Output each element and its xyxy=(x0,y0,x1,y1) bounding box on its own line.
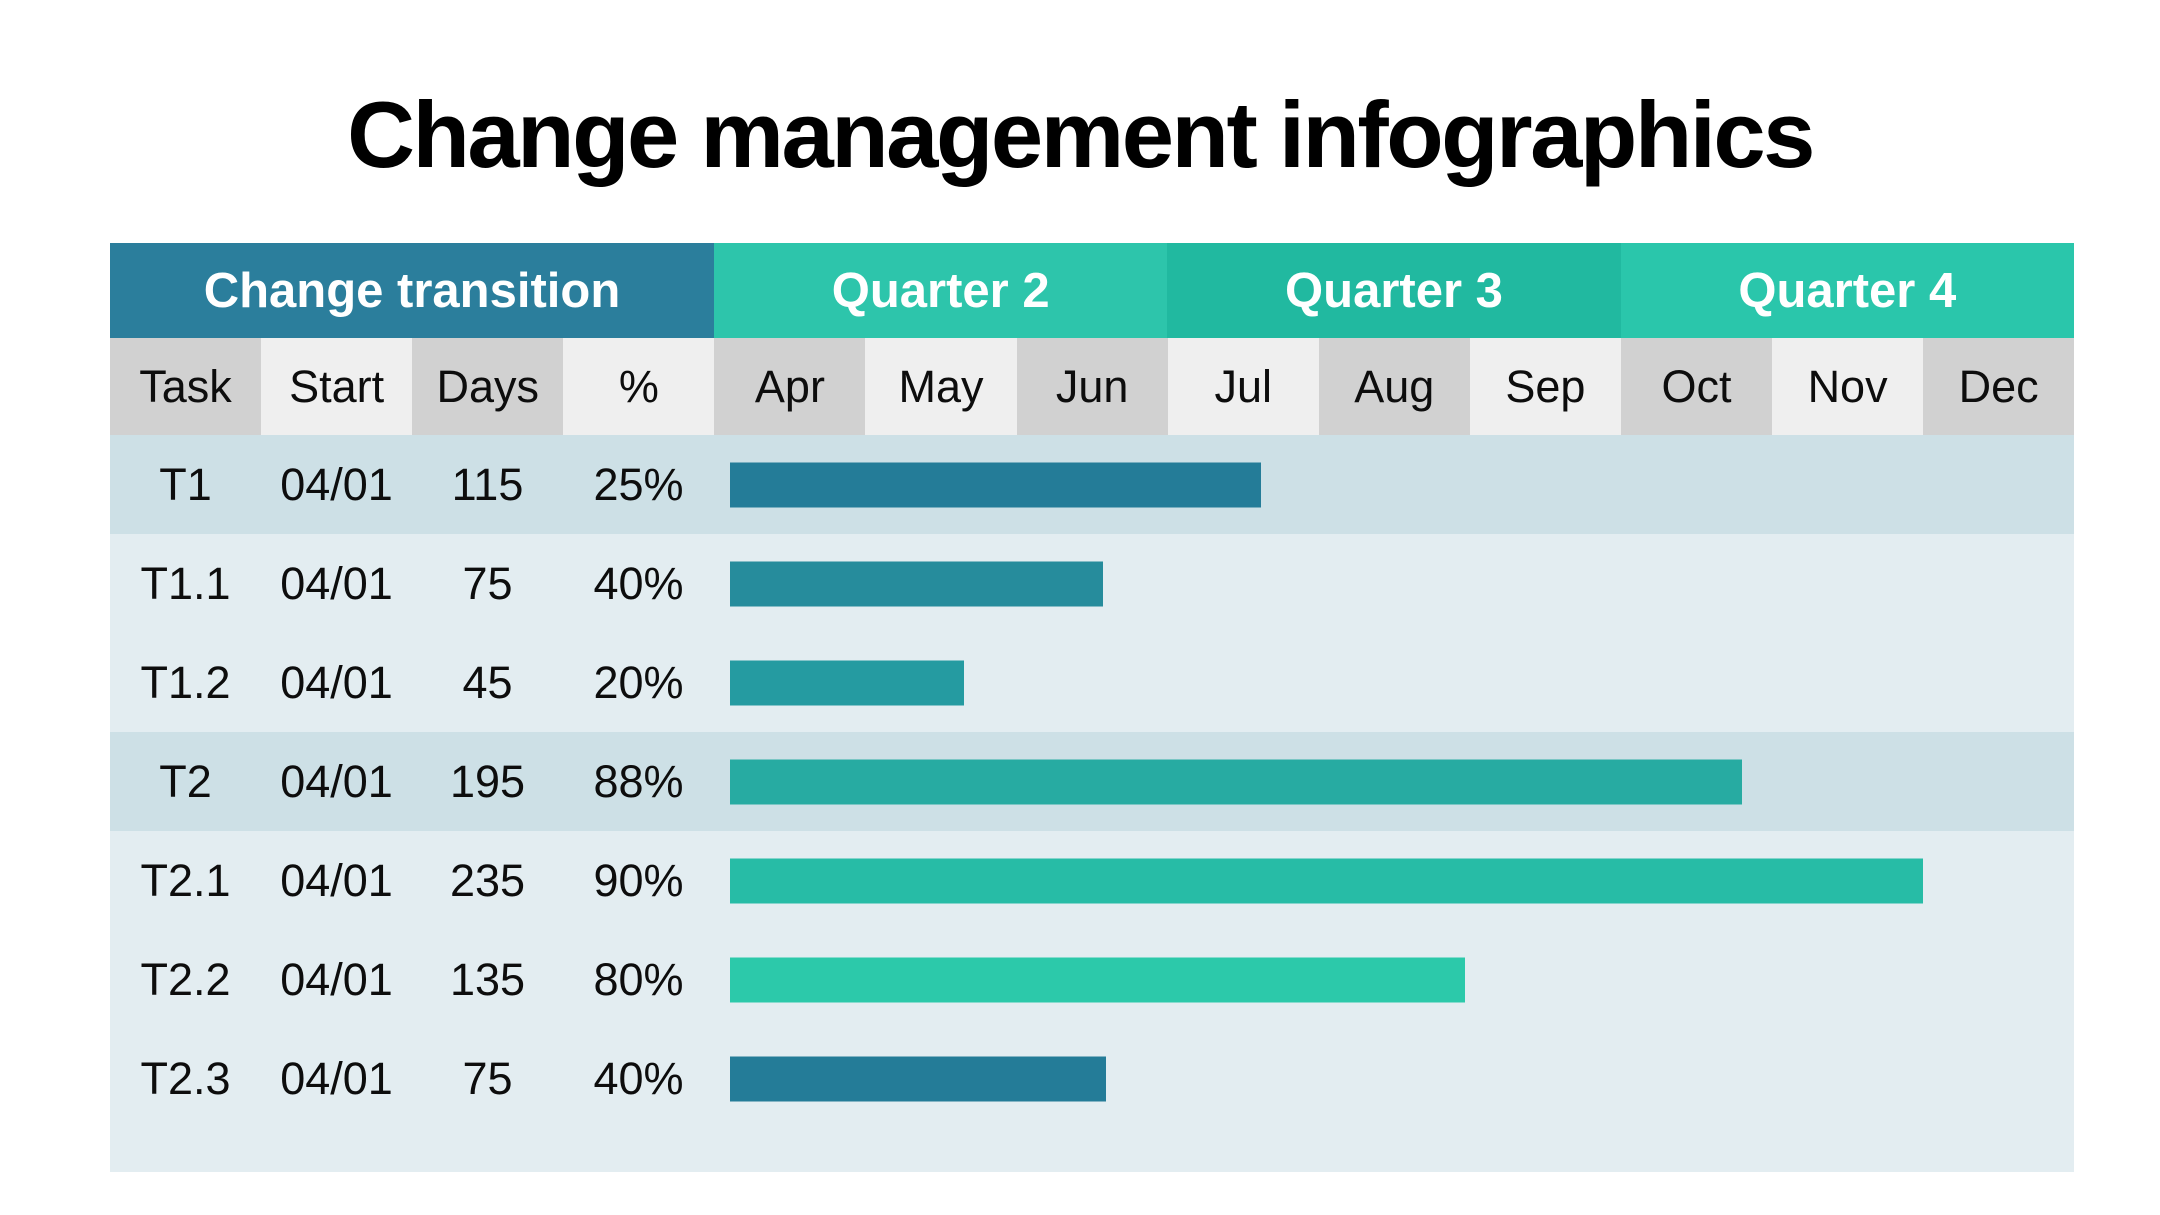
column-header-row: Task Start Days% Apr May Jun Jul Aug Sep Oct Nov De… xyxy=(110,338,2075,435)
gantt-bar xyxy=(730,462,1261,507)
start-cell: 04/01 xyxy=(280,557,393,609)
column-header-task: Task xyxy=(110,338,262,435)
month-header-jul: Jul xyxy=(1167,338,1319,435)
page-title: Change management infographics xyxy=(347,82,1815,187)
gantt-bar xyxy=(730,1056,1106,1101)
table-row: T2.3 04/01 75 40% xyxy=(110,1029,2074,1128)
group-header-quarter-3: Quarter 3 xyxy=(1167,243,1621,338)
timeline-area xyxy=(714,831,2074,930)
start-cell: 04/01 xyxy=(280,953,393,1005)
gantt-bar xyxy=(730,957,1465,1002)
percent-cell: 88% xyxy=(593,755,684,807)
days-cell: 235 xyxy=(449,854,526,906)
percent-cell: 40% xyxy=(593,557,684,609)
month-header-may: May xyxy=(865,338,1017,435)
column-header-days: Days xyxy=(412,338,564,435)
days-cell: 75 xyxy=(462,557,513,609)
task-cell: T1 xyxy=(159,458,212,510)
start-cell: 04/01 xyxy=(280,1052,393,1104)
timeline-area xyxy=(714,1029,2074,1128)
month-header-apr: Apr xyxy=(714,338,866,435)
group-header-change-transition: Change transition xyxy=(110,243,714,338)
days-cell: 75 xyxy=(462,1052,513,1104)
table-row: T2.1 04/01 235 90% xyxy=(110,831,2074,930)
group-header-row: Change transition Quarter 2 Quarter 3 Qu… xyxy=(110,243,2074,338)
table-row: T2.2 04/01 135 80% xyxy=(110,930,2074,1029)
gantt-rows: T1 04/01 115 25% T1.1 04/01 75 40% T1.2 04/01 45 20… xyxy=(110,435,2074,1128)
month-header-jun: Jun xyxy=(1016,338,1168,435)
timeline-area xyxy=(714,534,2074,633)
percent-cell: 20% xyxy=(593,656,684,708)
month-header-nov: Nov xyxy=(1772,338,1924,435)
gantt-bar xyxy=(730,759,1743,804)
start-cell: 04/01 xyxy=(280,656,393,708)
task-cell: T2 xyxy=(159,755,212,807)
gantt-bar xyxy=(730,660,965,705)
table-row: T2 04/01 195 88% xyxy=(110,732,2074,831)
group-header-quarter-2: Quarter 2 xyxy=(714,243,1168,338)
percent-cell: 80% xyxy=(593,953,684,1005)
percent-cell: 40% xyxy=(593,1052,684,1104)
timeline-area xyxy=(714,930,2074,1029)
timeline-area xyxy=(714,633,2074,732)
month-header-oct: Oct xyxy=(1620,338,1773,435)
gantt-bar xyxy=(730,858,1924,903)
start-cell: 04/01 xyxy=(280,854,393,906)
percent-cell: 90% xyxy=(593,854,684,906)
month-header-sep: Sep xyxy=(1469,338,1621,435)
gantt-table: Change transition Quarter 2 Quarter 3 Qu… xyxy=(110,243,2075,1172)
table-footer-strip xyxy=(110,1128,2074,1172)
days-cell: 195 xyxy=(449,755,526,807)
task-cell: T2.1 xyxy=(140,854,231,906)
timeline-area xyxy=(714,732,2074,831)
table-row: T1 04/01 115 25% xyxy=(110,435,2074,534)
days-cell: 45 xyxy=(462,656,513,708)
gantt-bar xyxy=(730,561,1103,606)
days-cell: 135 xyxy=(449,953,526,1005)
task-cell: T2.2 xyxy=(140,953,231,1005)
percent-cell: 25% xyxy=(593,458,684,510)
column-header-percent: % xyxy=(563,338,715,435)
table-row: T1.2 04/01 45 20% xyxy=(110,633,2074,732)
group-header-quarter-4: Quarter 4 xyxy=(1620,243,2074,338)
timeline-area xyxy=(714,435,2074,534)
month-header-aug: Aug xyxy=(1318,338,1470,435)
task-cell: T1.1 xyxy=(140,557,231,609)
start-cell: 04/01 xyxy=(280,755,393,807)
task-cell: T1.2 xyxy=(140,656,231,708)
task-cell: T2.3 xyxy=(140,1052,231,1104)
days-cell: 115 xyxy=(451,458,524,510)
table-row: T1.1 04/01 75 40% xyxy=(110,534,2074,633)
start-cell: 04/01 xyxy=(280,458,393,510)
column-header-start: Start xyxy=(261,338,413,435)
month-header-dec: Dec xyxy=(1923,338,2075,435)
